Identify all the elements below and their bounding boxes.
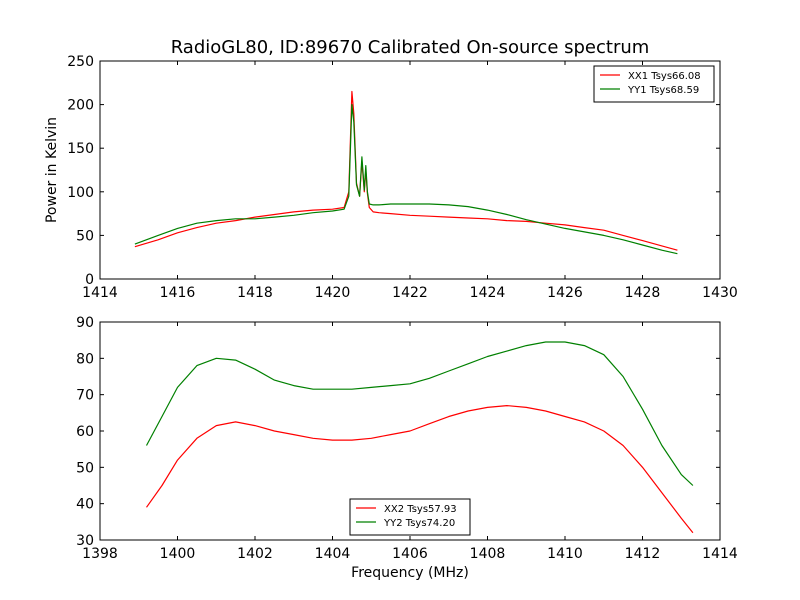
bottom-y-tick-label: 80 [76, 351, 94, 367]
top-x-tick-label: 1430 [702, 285, 738, 301]
top-x-tick-label: 1416 [160, 285, 196, 301]
bottom-series-line-1 [146, 405, 694, 534]
top-series-line-2 [134, 103, 678, 255]
bottom-x-tick-label: 1410 [547, 546, 583, 562]
top-y-tick-label: 50 [76, 228, 94, 244]
top-y-tick-label: 0 [85, 272, 94, 288]
top-legend-box [593, 65, 715, 103]
top-x-tick-label: 1426 [547, 285, 583, 301]
bottom-x-tick-label: 1404 [315, 546, 351, 562]
bottom-legend-box [349, 498, 471, 536]
top-y-tick-label: 100 [67, 185, 94, 201]
top-x-tick-label: 1428 [625, 285, 661, 301]
top-x-tick-label: 1418 [237, 285, 273, 301]
bottom-y-tick-label: 90 [76, 315, 94, 331]
top-x-tick-label: 1422 [392, 285, 428, 301]
top-x-tick-label: 1414 [82, 285, 118, 301]
top-y-axis-label: Power in Kelvin [44, 117, 60, 223]
top-y-tick-label: 200 [67, 98, 94, 114]
bottom-y-tick-label: 30 [76, 533, 94, 549]
bottom-y-tick-label: 40 [76, 497, 94, 513]
chart-title: RadioGL80, ID:89670 Calibrated On-source… [171, 37, 650, 58]
top-y-tick-label: 250 [67, 54, 94, 70]
bottom-x-tick-label: 1406 [392, 546, 428, 562]
bottom-legend-label-2: YY2 Tsys74.20 [383, 518, 455, 529]
bottom-y-tick-label: 70 [76, 388, 94, 404]
bottom-x-tick-label: 1400 [160, 546, 196, 562]
bottom-series-line-2 [145, 341, 694, 486]
top-y-tick-label: 150 [67, 141, 94, 157]
bottom-x-tick-label: 1398 [82, 546, 118, 562]
top-legend-label-1: XX1 Tsys66.08 [628, 71, 701, 82]
bottom-x-tick-label: 1412 [625, 546, 661, 562]
bottom-x-tick-label: 1402 [237, 546, 273, 562]
bottom-x-tick-label: 1414 [702, 546, 738, 562]
bottom-y-tick-label: 50 [76, 460, 94, 476]
bottom-x-axis-label: Frequency (MHz) [351, 565, 469, 581]
bottom-legend-label-1: XX2 Tsys57.93 [384, 504, 457, 515]
top-x-tick-label: 1424 [470, 285, 506, 301]
bottom-y-tick-label: 60 [76, 424, 94, 440]
bottom-panel: 1398 1400 1402 1404 1406 1408 1410 1412 1414 30 40… [76, 315, 738, 581]
top-panel: 1414 1416 1418 1420 1422 1424 1426 1428 1430 0 50 1… [44, 54, 738, 301]
bottom-x-tick-label: 1408 [470, 546, 506, 562]
top-legend-label-2: YY1 Tsys68.59 [627, 85, 699, 96]
top-x-tick-label: 1420 [315, 285, 351, 301]
